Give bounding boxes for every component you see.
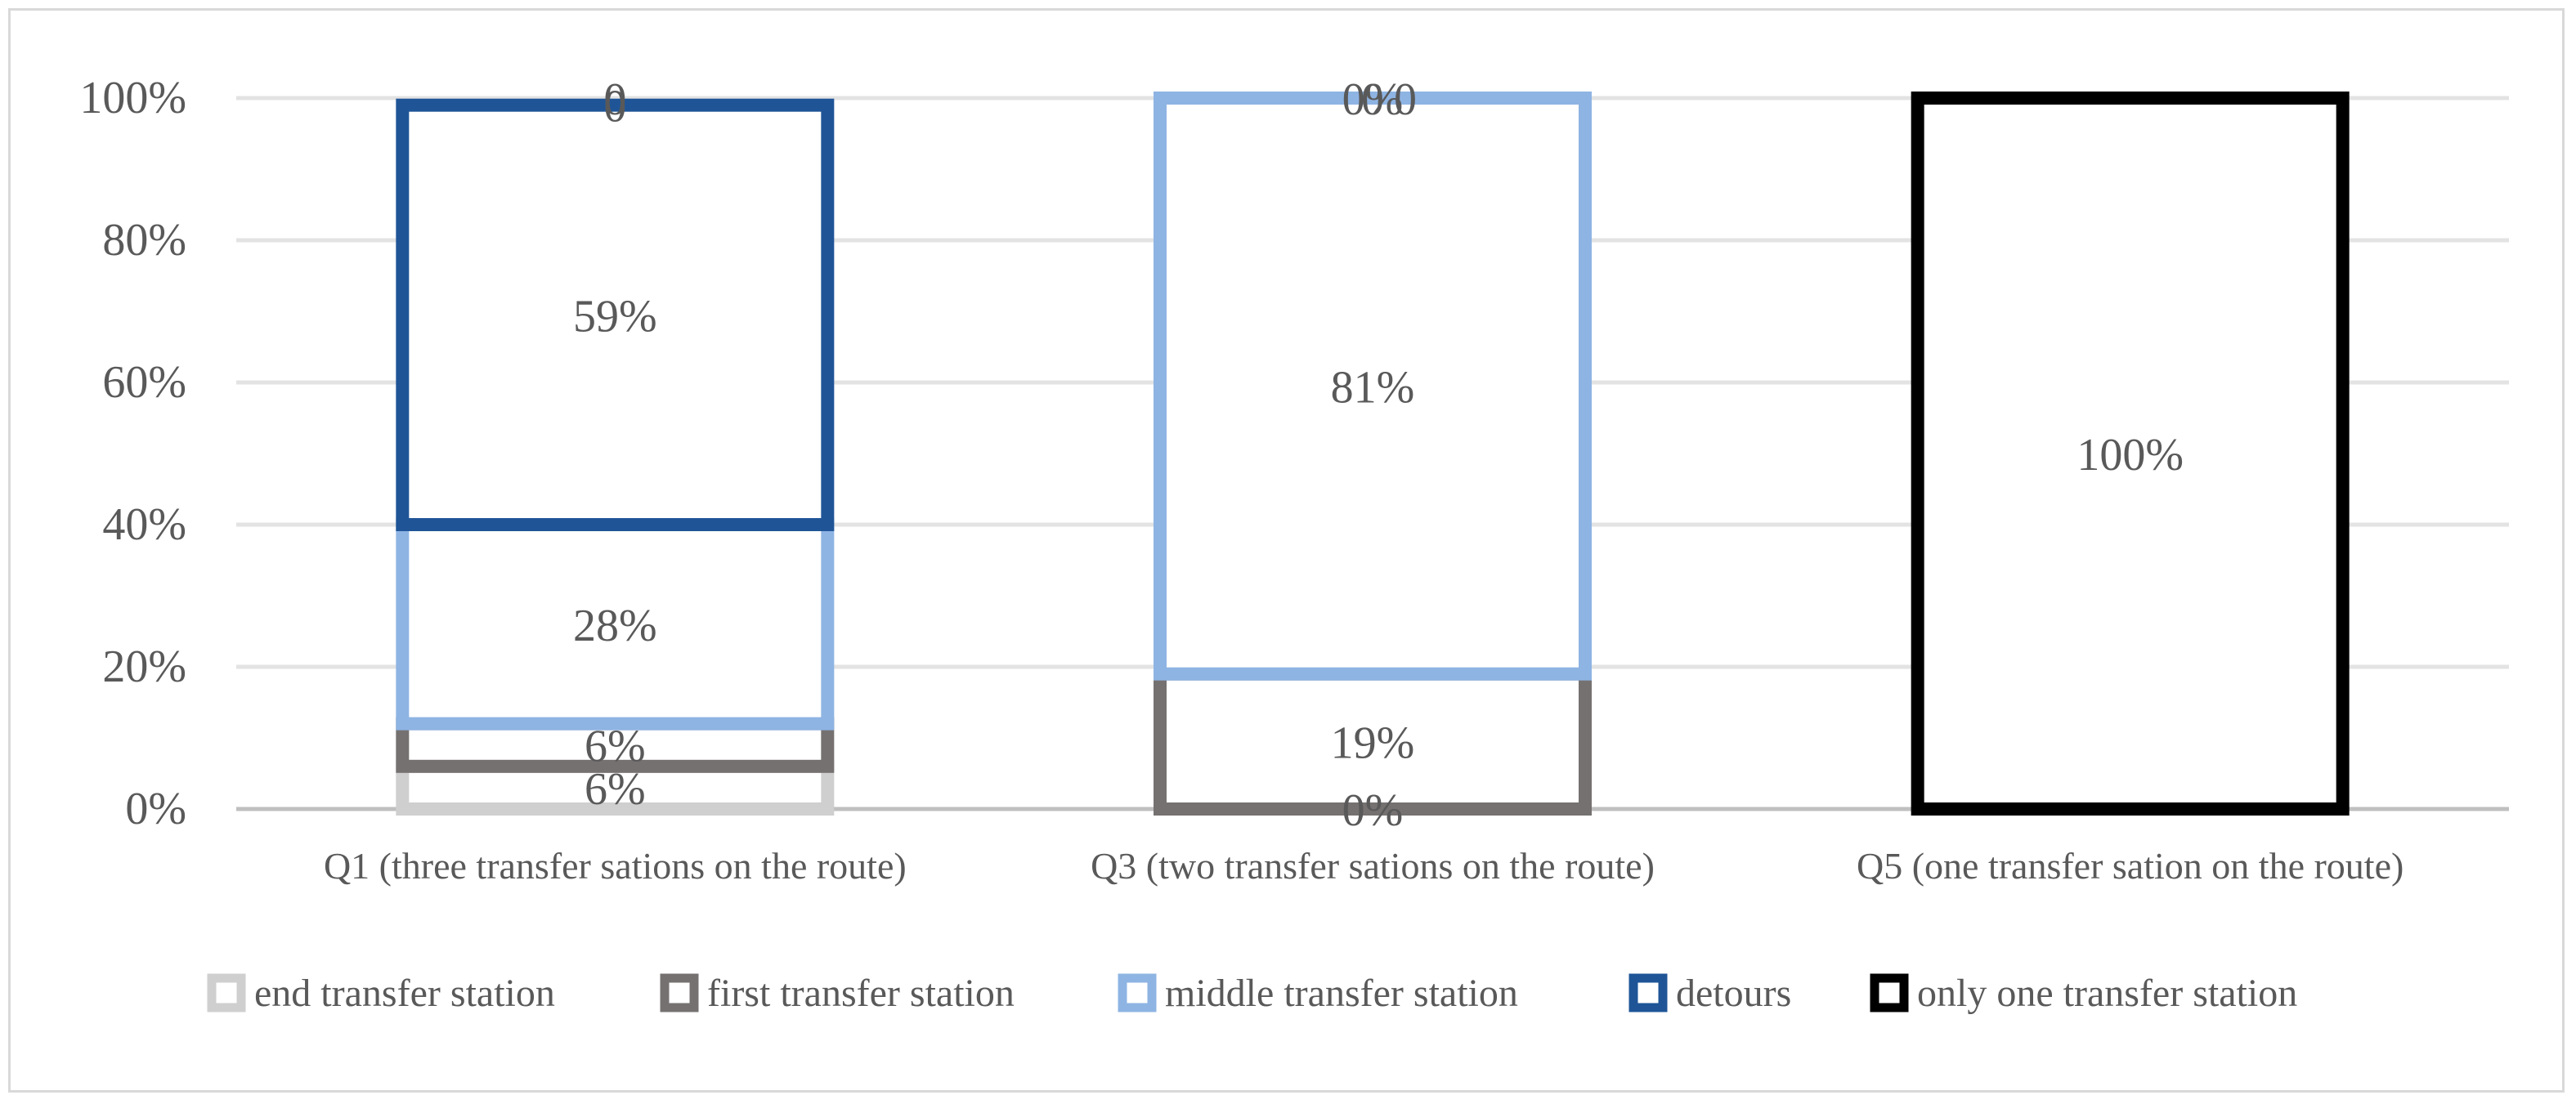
data-label-extra: 0: [603, 74, 626, 125]
data-label-only-one-transfer-station: 0: [603, 82, 626, 132]
data-label-middle-transfer-station: 28%: [573, 601, 657, 651]
bar-segment-first-transfer-station: [1154, 667, 1592, 816]
stacked-bar-chart: 0%20%40%60%80%100% 6%6%28%59%00%19%81%0%…: [79, 73, 2509, 1015]
legend-label: only one transfer station: [1917, 972, 2297, 1015]
data-label-only-one-transfer-station: 0: [1361, 74, 1384, 125]
legend-label: detours: [1676, 972, 1791, 1015]
y-axis-tick-labels: 0% 20% 40% 60% 80% 100%: [79, 73, 186, 834]
legend-swatch-end-transfer-station: [207, 973, 246, 1012]
data-label-first-transfer-station: 6%: [585, 722, 646, 772]
data-label-first-transfer-station: 19%: [1331, 717, 1415, 768]
x-axis-category-labels: Q1 (three transfer sations on the route)…: [324, 845, 2404, 887]
x-category-label: Q1 (three transfer sations on the route): [324, 845, 907, 887]
legend-label: middle transfer station: [1165, 972, 1518, 1015]
x-category-label: Q5 (one transfer sation on the route): [1857, 845, 2404, 887]
bars: [396, 92, 2350, 816]
data-label-only-one-transfer-station: 100%: [2076, 430, 2184, 480]
y-tick-label: 40%: [102, 499, 186, 550]
legend-swatch-middle-transfer-station: [1118, 973, 1157, 1012]
x-category-label: Q3 (two transfer sations on the route): [1091, 845, 1655, 887]
legend-swatch-detours: [1628, 973, 1668, 1012]
data-label-detours: 0%: [1342, 74, 1404, 125]
legend-swatch-first-transfer-station: [660, 973, 699, 1012]
bar-segment-detours: [396, 98, 835, 531]
data-label-end-transfer-station: 0%: [1342, 785, 1404, 836]
data-label-detours: 59%: [573, 291, 657, 342]
legend-label: first transfer station: [707, 972, 1015, 1015]
y-tick-label: 100%: [79, 73, 186, 123]
bar-segment-middle-transfer-station: [396, 518, 835, 731]
bar-segment-first-transfer-station: [396, 717, 835, 773]
data-label-end-transfer-station: 6%: [585, 764, 646, 815]
bar-segment-middle-transfer-station: [1154, 92, 1592, 681]
y-tick-label: 0%: [125, 784, 186, 834]
y-tick-label: 60%: [102, 357, 186, 408]
legend-swatch-only-one-transfer-station: [1870, 973, 1909, 1012]
bar-segment-only-one-transfer-station: [1911, 92, 2350, 816]
y-tick-label: 20%: [102, 641, 186, 692]
chart-frame: 0% 20% 40% 60% 80% 100% 6% 6% 28% 59% 0 0% 19% 81% 0%…: [8, 8, 2565, 1093]
data-label-middle-transfer-station: 81%: [1331, 362, 1415, 413]
data-label-extra: 0: [1394, 74, 1417, 125]
legend-label: end transfer station: [254, 972, 555, 1015]
legend: end transfer station first transfer stati…: [207, 972, 2297, 1015]
y-tick-label: 80%: [102, 215, 186, 266]
